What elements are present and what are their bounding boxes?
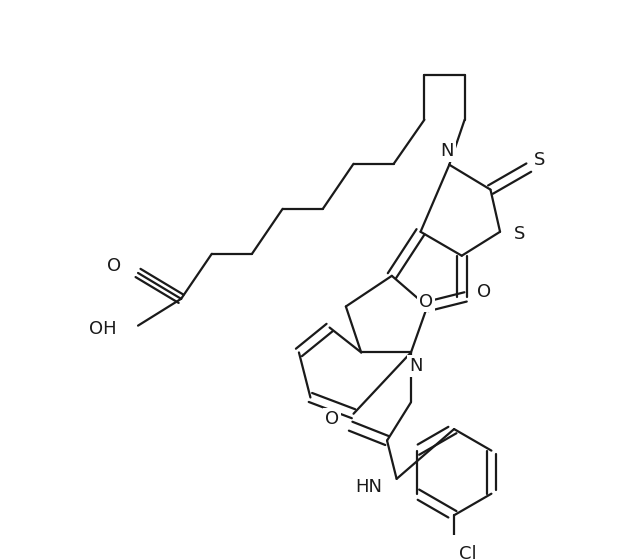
Text: O: O xyxy=(477,283,491,301)
Text: Cl: Cl xyxy=(459,544,477,559)
Text: N: N xyxy=(409,357,422,375)
Text: O: O xyxy=(325,410,339,428)
Text: S: S xyxy=(513,225,525,243)
Text: O: O xyxy=(419,293,433,311)
Text: OH: OH xyxy=(90,320,117,338)
Text: S: S xyxy=(534,151,545,169)
Text: HN: HN xyxy=(355,477,382,495)
Text: N: N xyxy=(440,143,454,160)
Text: O: O xyxy=(107,257,121,275)
